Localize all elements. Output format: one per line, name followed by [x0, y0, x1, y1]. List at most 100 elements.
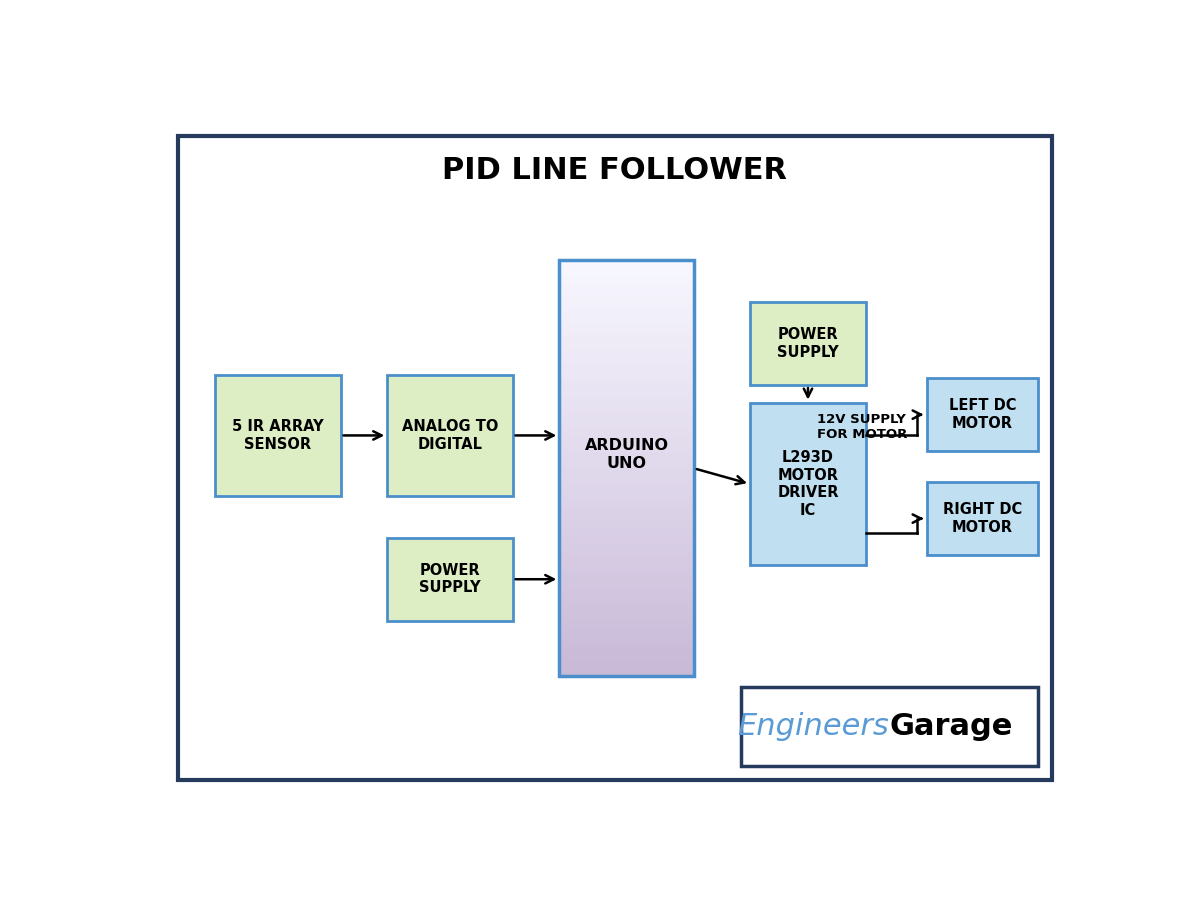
Bar: [559, 307, 694, 312]
Text: ANALOG TO
DIGITAL: ANALOG TO DIGITAL: [402, 419, 498, 452]
Bar: [559, 541, 694, 546]
Bar: [740, 687, 1038, 767]
Bar: [559, 640, 694, 645]
Bar: [559, 494, 694, 500]
Text: L293D
MOTOR
DRIVER
IC: L293D MOTOR DRIVER IC: [778, 450, 839, 518]
Bar: [559, 614, 694, 619]
Bar: [559, 396, 694, 400]
Text: 5 IR ARRAY
SENSOR: 5 IR ARRAY SENSOR: [232, 419, 324, 452]
Bar: [926, 378, 1038, 451]
Bar: [559, 490, 694, 494]
Bar: [559, 302, 694, 307]
Bar: [559, 552, 694, 557]
Bar: [559, 557, 694, 562]
Bar: [559, 297, 694, 302]
Bar: [559, 651, 694, 655]
Bar: [559, 323, 694, 328]
Bar: [559, 546, 694, 552]
Bar: [559, 391, 694, 396]
Bar: [559, 338, 694, 344]
Bar: [559, 484, 694, 490]
Bar: [559, 349, 694, 354]
Bar: [559, 634, 694, 640]
Bar: [559, 411, 694, 417]
Bar: [559, 359, 694, 364]
Text: ARDUINO
UNO: ARDUINO UNO: [584, 438, 668, 471]
Bar: [559, 406, 694, 411]
Bar: [215, 374, 341, 496]
Bar: [559, 292, 694, 297]
Bar: [559, 536, 694, 541]
Bar: [559, 432, 694, 437]
Bar: [559, 344, 694, 349]
Bar: [750, 402, 866, 565]
Bar: [559, 421, 694, 427]
Bar: [559, 625, 694, 629]
Text: POWER
SUPPLY: POWER SUPPLY: [778, 328, 839, 360]
Text: PID LINE FOLLOWER: PID LINE FOLLOWER: [443, 156, 787, 184]
Bar: [559, 608, 694, 614]
Bar: [559, 671, 694, 676]
Bar: [559, 385, 694, 391]
Bar: [559, 531, 694, 536]
Bar: [559, 588, 694, 593]
Bar: [559, 520, 694, 526]
Bar: [559, 281, 694, 286]
Bar: [559, 604, 694, 608]
Bar: [559, 500, 694, 505]
Bar: [559, 333, 694, 338]
Bar: [559, 364, 694, 370]
Text: POWER
SUPPLY: POWER SUPPLY: [419, 563, 481, 596]
Bar: [559, 266, 694, 271]
Bar: [750, 302, 866, 385]
Bar: [559, 666, 694, 671]
Bar: [559, 479, 694, 484]
Bar: [559, 447, 694, 453]
Bar: [559, 380, 694, 385]
Bar: [559, 464, 694, 468]
Bar: [559, 619, 694, 625]
Bar: [559, 417, 694, 421]
Bar: [559, 458, 694, 464]
Bar: [559, 443, 694, 447]
Bar: [388, 537, 512, 621]
Bar: [388, 374, 512, 496]
Bar: [559, 271, 694, 276]
Text: Garage: Garage: [889, 712, 1013, 741]
Bar: [559, 400, 694, 406]
Bar: [559, 567, 694, 572]
Bar: [559, 354, 694, 359]
Text: 12V SUPPLY
FOR MOTOR: 12V SUPPLY FOR MOTOR: [817, 413, 907, 441]
Bar: [559, 655, 694, 661]
Bar: [559, 312, 694, 318]
Bar: [559, 318, 694, 323]
Bar: [926, 482, 1038, 555]
Bar: [559, 374, 694, 380]
Bar: [559, 276, 694, 281]
Bar: [559, 510, 694, 515]
Bar: [559, 468, 694, 473]
Bar: [559, 473, 694, 479]
Bar: [559, 453, 694, 458]
Bar: [559, 437, 694, 443]
Bar: [559, 562, 694, 567]
Bar: [559, 328, 694, 333]
Bar: [559, 526, 694, 531]
Text: LEFT DC
MOTOR: LEFT DC MOTOR: [949, 399, 1016, 431]
Text: RIGHT DC
MOTOR: RIGHT DC MOTOR: [943, 502, 1022, 535]
Bar: [559, 505, 694, 510]
Bar: [559, 260, 694, 265]
Bar: [559, 593, 694, 598]
Bar: [559, 515, 694, 520]
Bar: [559, 286, 694, 292]
Bar: [559, 661, 694, 666]
Text: Engineers: Engineers: [738, 712, 889, 741]
Bar: [559, 645, 694, 651]
Bar: [559, 598, 694, 604]
Bar: [559, 582, 694, 588]
Bar: [559, 578, 694, 582]
Bar: [559, 427, 694, 432]
Bar: [559, 629, 694, 634]
Bar: [559, 260, 694, 676]
Bar: [559, 572, 694, 578]
